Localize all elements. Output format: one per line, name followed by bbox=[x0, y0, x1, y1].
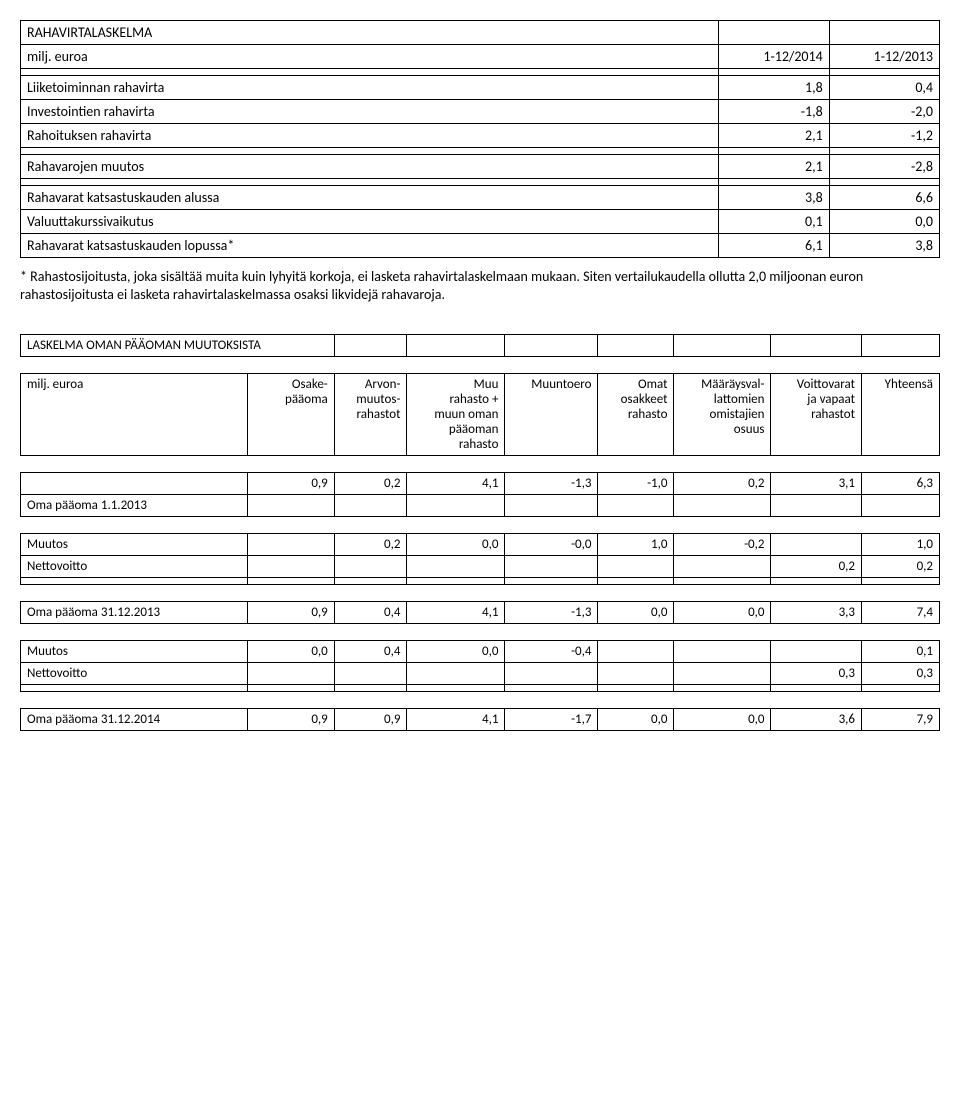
row-op2014e: Oma pääoma 31.12.2014 0,9 0,9 4,1 -1,7 0… bbox=[21, 709, 940, 731]
hdr-muunto: Muuntoero bbox=[505, 374, 598, 456]
hdr-omat: Omat osakkeet rahasto bbox=[598, 374, 674, 456]
cashflow-title: RAHAVIRTALASKELMA bbox=[21, 21, 719, 45]
row-netto1: Nettovoitto 0,2 0,2 bbox=[21, 556, 940, 578]
col-2013: 1-12/2013 bbox=[829, 45, 939, 69]
row-muutos1: Muutos 0,2 0,0 -0,0 1,0 -0,2 1,0 bbox=[21, 534, 940, 556]
equity-unit: milj. euroa bbox=[21, 374, 248, 456]
row-investing: Investointien rahavirta -1,8 -2,0 bbox=[21, 100, 940, 124]
col-2014: 1-12/2014 bbox=[719, 45, 829, 69]
cashflow-table: RAHAVIRTALASKELMA milj. euroa 1-12/2014 … bbox=[20, 20, 940, 258]
row-operating: Liiketoiminnan rahavirta 1,8 0,4 bbox=[21, 76, 940, 100]
equity-title: LASKELMA OMAN PÄÄOMAN MUUTOKSISTA bbox=[21, 335, 335, 357]
hdr-muu: Muu rahasto + muun oman pääoman rahasto bbox=[407, 374, 505, 456]
hdr-voitto: Voittovarat ja vapaat rahastot bbox=[771, 374, 862, 456]
equity-table: LASKELMA OMAN PÄÄOMAN MUUTOKSISTA milj. … bbox=[20, 334, 940, 731]
row-op2013-label: Oma pääoma 1.1.2013 bbox=[21, 495, 940, 517]
cashflow-unit: milj. euroa bbox=[21, 45, 719, 69]
hdr-arvon: Arvon- muutos- rahastot bbox=[334, 374, 407, 456]
row-end: Rahavarat katsastuskauden lopussa* 6,1 3… bbox=[21, 234, 940, 258]
row-financing: Rahoituksen rahavirta 2,1 -1,2 bbox=[21, 124, 940, 148]
row-change: Rahavarojen muutos 2,1 -2,8 bbox=[21, 155, 940, 179]
row-fx: Valuuttakurssivaikutus 0,1 0,0 bbox=[21, 210, 940, 234]
hdr-osake: Osake- pääoma bbox=[248, 374, 335, 456]
row-netto2: Nettovoitto 0,3 0,3 bbox=[21, 663, 940, 685]
row-begin: Rahavarat katsastuskauden alussa 3,8 6,6 bbox=[21, 186, 940, 210]
hdr-yht: Yhteensä bbox=[862, 374, 940, 456]
hdr-maaraysval: Määräysval- lattomien omistajien osuus bbox=[674, 374, 771, 456]
row-muutos2: Muutos 0,0 0,4 0,0 -0,4 0,1 bbox=[21, 641, 940, 663]
cashflow-footnote: * Rahastosijoitusta, joka sisältää muita… bbox=[20, 268, 940, 304]
row-op2013e: Oma pääoma 31.12.2013 0,9 0,4 4,1 -1,3 0… bbox=[21, 602, 940, 624]
row-op2013-values: 0,9 0,2 4,1 -1,3 -1,0 0,2 3,1 6,3 bbox=[21, 473, 940, 495]
